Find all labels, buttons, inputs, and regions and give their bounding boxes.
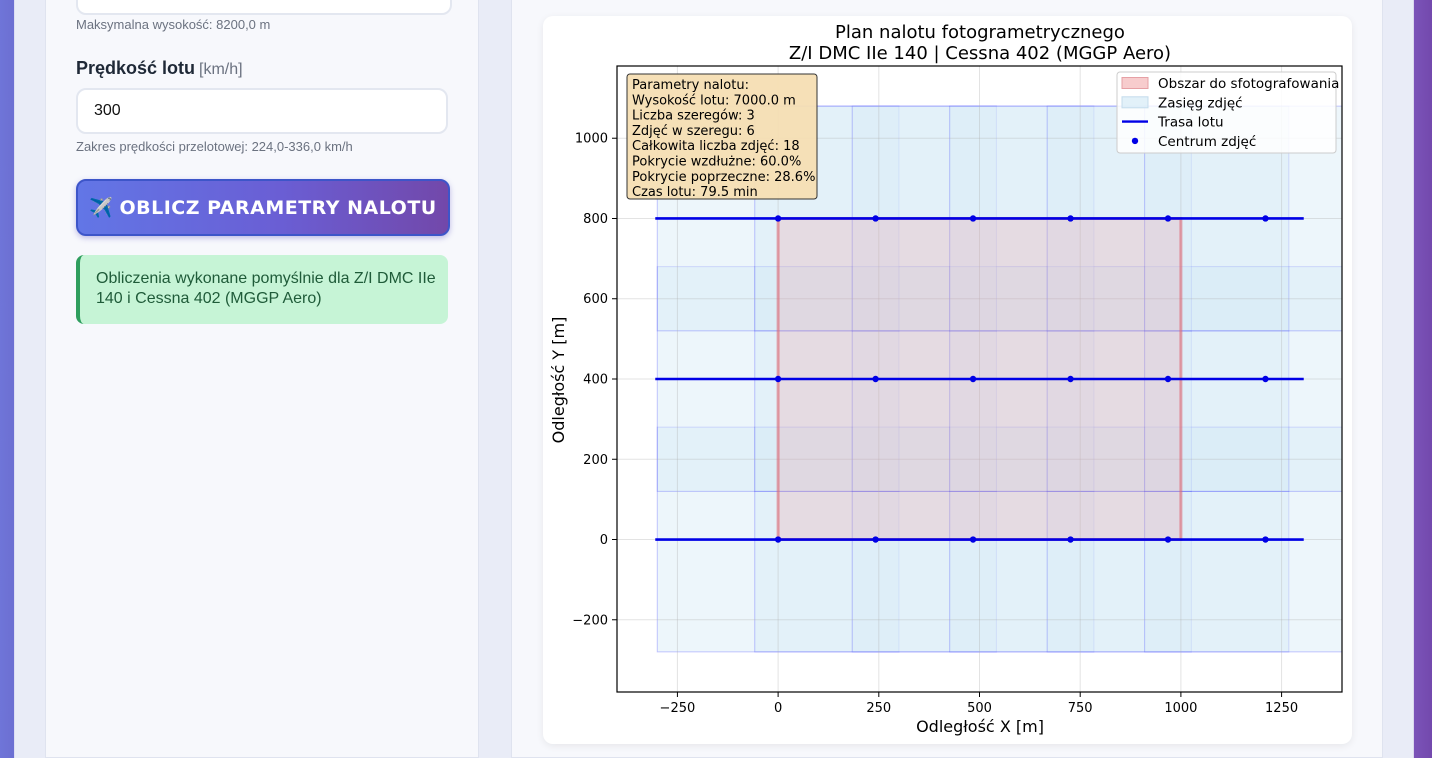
info-box-line: Liczba szeregów: 3 — [632, 109, 755, 124]
speed-label: Prędkość lotu [km/h] — [76, 58, 243, 79]
chart-title: Plan nalotu fotogrametrycznego — [835, 22, 1125, 43]
y-axis-label: Odległość Y [m] — [549, 317, 568, 444]
photo-center-point — [1262, 536, 1269, 543]
y-tick-label: −200 — [572, 613, 608, 628]
photo-center-point — [774, 375, 782, 383]
photo-center-point — [872, 375, 879, 383]
info-box-line: Zdjęć w szeregu: 6 — [632, 124, 755, 139]
photo-center-point — [1262, 375, 1269, 383]
info-box-line: Wysokość lotu: 7000.0 m — [632, 93, 796, 108]
speed-input[interactable]: 300 — [76, 88, 448, 134]
speed-label-text: Prędkość lotu — [76, 58, 196, 78]
legend-photo-center-swatch — [1131, 137, 1139, 145]
calculate-button[interactable]: ✈️ OBLICZ PARAMETRY NALOTU — [76, 179, 450, 236]
photo-center-point — [1262, 215, 1269, 222]
x-tick-label: −250 — [660, 701, 696, 716]
photo-center-point — [872, 215, 879, 222]
legend-label: Obszar do sfotografowania — [1158, 76, 1339, 92]
photo-center-point — [969, 375, 977, 383]
legend-box — [1116, 71, 1337, 154]
x-tick-label: 500 — [967, 701, 992, 716]
speed-unit: [km/h] — [199, 61, 243, 78]
y-tick-label: 800 — [583, 212, 608, 227]
y-tick-label: 600 — [583, 292, 608, 307]
legend-label: Trasa lotu — [1157, 115, 1224, 131]
max-altitude-hint: Maksymalna wysokość: 8200,0 m — [76, 17, 271, 32]
speed-range-hint: Zakres prędkości przelotowej: 224,0-336,… — [76, 139, 353, 154]
calculate-button-label: OBLICZ PARAMETRY NALOTU — [119, 196, 437, 219]
x-tick-label: 1000 — [1164, 701, 1197, 716]
parameters-panel: Maksymalna wysokość: 8200,0 m Prędkość l… — [45, 0, 479, 758]
x-tick-label: 750 — [1068, 701, 1093, 716]
legend-photo-coverage-swatch — [1121, 96, 1149, 109]
airplane-icon: ✈️ — [89, 197, 114, 219]
legend-target-area-swatch — [1121, 77, 1149, 89]
flight-parameters-box: Parametry nalotu:Wysokość lotu: 7000.0 m… — [626, 73, 818, 200]
photo-center-point — [1164, 536, 1172, 543]
legend: Obszar do sfotografowania Zasięg zdjęć Tra… — [1116, 71, 1339, 154]
legend-label: Centrum zdjęć — [1158, 134, 1256, 150]
info-box-background — [626, 73, 818, 200]
x-tick-label: 1250 — [1265, 701, 1298, 716]
chart-subtitle: Z/I DMC IIe 140 | Cessna 402 (MGGP Aero) — [789, 43, 1171, 64]
success-message: Obliczenia wykonane pomyślnie dla Z/I DM… — [76, 255, 448, 324]
x-tick-label: 0 — [774, 701, 782, 716]
max-altitude-input[interactable] — [76, 0, 452, 15]
photo-center-point — [969, 215, 977, 222]
info-box-line: Pokrycie wzdłużne: 60.0% — [632, 155, 801, 170]
axes: −250 0 250 500 750 1000 1250 −200 0 200 400 600 800 1… — [572, 65, 1343, 716]
y-tick-label: 1000 — [575, 132, 608, 147]
photo-center-point — [872, 536, 879, 543]
photo-center-point — [1164, 375, 1172, 383]
photo-center-point — [774, 536, 782, 543]
photo-center-point — [1067, 536, 1074, 543]
info-box-line: Parametry nalotu: — [632, 78, 749, 93]
x-axis-label: Odległość X [m] — [916, 717, 1044, 736]
info-box-line: Pokrycie poprzeczne: 28.6% — [632, 170, 815, 185]
flight-routes — [655, 215, 1304, 543]
y-tick-label: 400 — [583, 373, 608, 388]
speed-input-value: 300 — [94, 102, 121, 119]
legend-label: Zasięg zdjęć — [1158, 95, 1243, 111]
photo-center-point — [1067, 215, 1074, 222]
x-tick-label: 250 — [866, 701, 891, 716]
photo-center-point — [969, 536, 977, 543]
photo-center-point — [1164, 215, 1172, 222]
photo-center-point — [1067, 375, 1074, 383]
info-box-line: Czas lotu: 79.5 min — [632, 185, 758, 200]
photo-center-point — [774, 215, 782, 222]
y-tick-label: 200 — [583, 453, 608, 468]
info-box-line: Całkowita liczba zdjęć: 18 — [632, 139, 800, 154]
y-tick-label: 0 — [600, 533, 608, 548]
